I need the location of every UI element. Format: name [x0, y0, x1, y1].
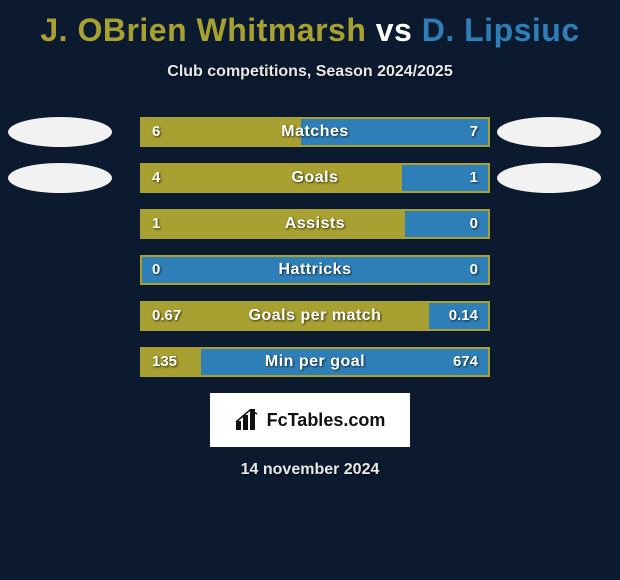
stat-bar: 135674Min per goal	[140, 347, 490, 377]
player2-name: D. Lipsiuc	[422, 12, 580, 48]
bars-icon	[235, 409, 261, 431]
stat-row: 41Goals	[0, 163, 620, 193]
stat-row: 00Hattricks	[0, 255, 620, 285]
player2-avatar	[497, 163, 601, 193]
stat-row: 10Assists	[0, 209, 620, 239]
stat-bar: 0.670.14Goals per match	[140, 301, 490, 331]
stat-bar: 67Matches	[140, 117, 490, 147]
stat-label: Goals	[142, 165, 488, 191]
player2-avatar	[497, 117, 601, 147]
stat-bar: 00Hattricks	[140, 255, 490, 285]
stat-label: Hattricks	[142, 257, 488, 283]
vs-text: vs	[366, 12, 421, 48]
player1-avatar	[8, 117, 112, 147]
footer-logo[interactable]: FcTables.com	[210, 393, 410, 447]
stat-row: 0.670.14Goals per match	[0, 301, 620, 331]
stat-label: Assists	[142, 211, 488, 237]
stat-row: 135674Min per goal	[0, 347, 620, 377]
date-text: 14 november 2024	[0, 461, 620, 479]
stats-container: 67Matches 41Goals 10Assists 00Hattricks 0.67…	[0, 117, 620, 377]
player1-avatar	[8, 163, 112, 193]
footer-brand: FcTables.com	[267, 410, 386, 431]
subtitle: Club competitions, Season 2024/2025	[0, 63, 620, 81]
player1-name: J. OBrien Whitmarsh	[40, 12, 366, 48]
stat-bar: 41Goals	[140, 163, 490, 193]
stat-label: Min per goal	[142, 349, 488, 375]
stat-row: 67Matches	[0, 117, 620, 147]
stat-label: Goals per match	[142, 303, 488, 329]
stat-label: Matches	[142, 119, 488, 145]
page-title: J. OBrien Whitmarsh vs D. Lipsiuc	[0, 0, 620, 49]
stat-bar: 10Assists	[140, 209, 490, 239]
